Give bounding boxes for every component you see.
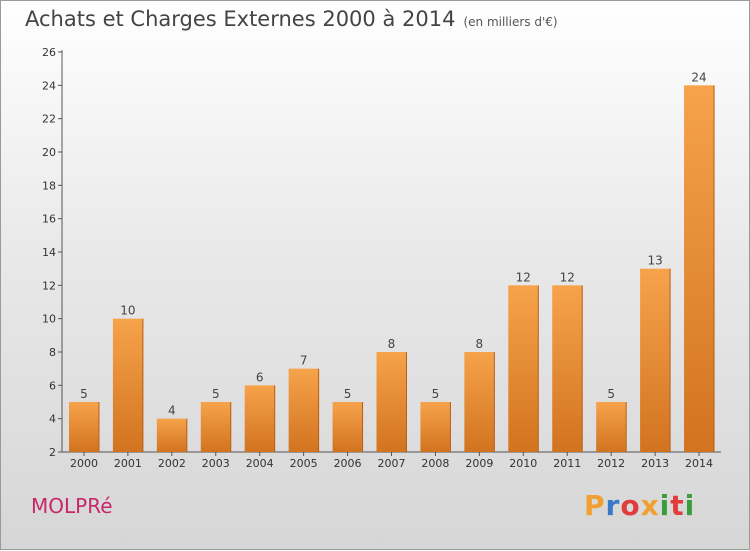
chart-title: Achats et Charges Externes 2000 à 2014 (e… bbox=[25, 7, 558, 31]
bar bbox=[420, 402, 451, 452]
proxiti-logo: Proxiti bbox=[584, 489, 695, 522]
chart-title-text: Achats et Charges Externes 2000 à 2014 bbox=[25, 7, 456, 31]
bar bbox=[288, 368, 319, 452]
bar bbox=[200, 402, 231, 452]
y-tick-label: 6 bbox=[49, 379, 56, 392]
data-label: 6 bbox=[256, 370, 264, 384]
x-tick-label: 2004 bbox=[246, 457, 274, 470]
data-label: 5 bbox=[344, 387, 352, 401]
x-tick-label: 2013 bbox=[641, 457, 669, 470]
logo-letter: i bbox=[684, 489, 696, 522]
x-tick-label: 2006 bbox=[334, 457, 362, 470]
bar bbox=[68, 402, 99, 452]
y-tick-label: 4 bbox=[49, 413, 56, 426]
data-label: 8 bbox=[476, 337, 484, 351]
bar bbox=[244, 385, 275, 452]
y-tick-label: 14 bbox=[42, 246, 56, 259]
y-tick-label: 8 bbox=[49, 346, 56, 359]
y-tick-label: 20 bbox=[42, 146, 56, 159]
logo-letter: t bbox=[670, 489, 685, 522]
bar bbox=[552, 285, 583, 452]
x-tick-label: 2003 bbox=[202, 457, 230, 470]
commune-name: MOLPRé bbox=[31, 494, 113, 518]
bar bbox=[112, 318, 143, 452]
y-tick-label: 24 bbox=[42, 79, 56, 92]
bar bbox=[640, 268, 671, 452]
bar bbox=[508, 285, 539, 452]
bar bbox=[376, 352, 407, 452]
bar bbox=[684, 85, 715, 452]
x-tick-label: 2012 bbox=[597, 457, 625, 470]
data-label: 5 bbox=[607, 387, 615, 401]
data-label: 5 bbox=[432, 387, 440, 401]
data-label: 7 bbox=[300, 354, 308, 368]
x-tick-label: 2002 bbox=[158, 457, 186, 470]
y-tick-label: 26 bbox=[42, 46, 56, 59]
data-label: 12 bbox=[560, 270, 575, 284]
data-label: 12 bbox=[516, 270, 531, 284]
x-tick-label: 2008 bbox=[421, 457, 449, 470]
data-label: 10 bbox=[120, 304, 135, 318]
bar bbox=[332, 402, 363, 452]
y-tick-label: 22 bbox=[42, 113, 56, 126]
x-tick-label: 2014 bbox=[685, 457, 713, 470]
data-label: 24 bbox=[691, 70, 706, 84]
bar bbox=[596, 402, 627, 452]
data-label: 5 bbox=[212, 387, 220, 401]
y-tick-label: 12 bbox=[42, 279, 56, 292]
x-tick-label: 2001 bbox=[114, 457, 142, 470]
x-tick-label: 2011 bbox=[553, 457, 581, 470]
bars: 5 10 4 5 6 7 5 8 5 8 12 12 5 13 24 bbox=[68, 70, 715, 452]
y-tick-label: 16 bbox=[42, 213, 56, 226]
y-tick-label: 18 bbox=[42, 179, 56, 192]
chart-subtitle: (en milliers d'€) bbox=[463, 15, 558, 29]
logo-letter: o bbox=[620, 489, 641, 522]
logo-letter: r bbox=[605, 489, 621, 522]
x-tick-label: 2007 bbox=[378, 457, 406, 470]
logo-letter: P bbox=[584, 489, 606, 522]
logo-letter: i bbox=[659, 489, 671, 522]
y-tick-label: 2 bbox=[49, 446, 56, 459]
x-tick-label: 2009 bbox=[465, 457, 493, 470]
x-tick-label: 2005 bbox=[290, 457, 318, 470]
logo-letter: x bbox=[640, 489, 660, 522]
bar bbox=[156, 418, 187, 452]
data-label: 4 bbox=[168, 404, 176, 418]
bar bbox=[464, 352, 495, 452]
x-tick-label: 2010 bbox=[509, 457, 537, 470]
x-tick-label: 2000 bbox=[70, 457, 98, 470]
y-tick-label: 10 bbox=[42, 313, 56, 326]
data-label: 13 bbox=[647, 254, 662, 268]
data-label: 8 bbox=[388, 337, 396, 351]
data-label: 5 bbox=[80, 387, 88, 401]
